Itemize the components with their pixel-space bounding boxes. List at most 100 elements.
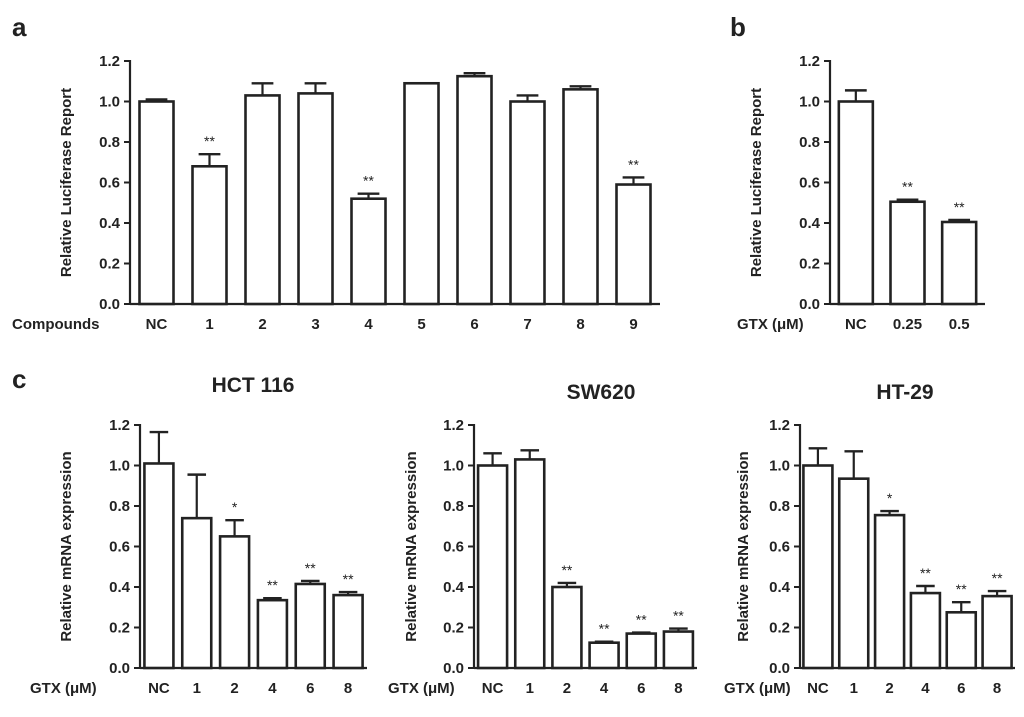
y-tick-label: 0.4 — [443, 579, 465, 596]
x-tick-label: 8 — [576, 316, 584, 333]
significance-marker: ** — [992, 570, 1003, 586]
y-tick-label: 0.2 — [799, 256, 820, 273]
bar — [180, 516, 213, 670]
y-tick-label: 0.4 — [769, 579, 791, 596]
chart-sw620: 0.0 0.2 0.4 0.6 0.8 1.0 1.2 Relative mRNA expre… — [388, 381, 697, 697]
y-tick-label: 0.4 — [99, 215, 121, 232]
y-tick-label: 0.6 — [799, 175, 820, 192]
bar — [456, 74, 493, 306]
x-tick-label: 9 — [629, 316, 637, 333]
y-tick-label: 0.8 — [799, 134, 820, 151]
y-tick-label: 0.6 — [443, 539, 464, 556]
x-tick-label: NC — [845, 316, 867, 333]
bar — [909, 591, 942, 670]
x-tick-label: NC — [482, 680, 504, 697]
y-tick-label: 1.0 — [109, 458, 130, 475]
x-tick-label: 6 — [957, 680, 965, 697]
bar — [244, 94, 281, 306]
x-tick-label: 2 — [885, 680, 893, 697]
bar — [297, 92, 334, 306]
x-tick-label: 1 — [526, 680, 534, 697]
significance-marker: * — [232, 499, 238, 515]
significance-marker: ** — [305, 560, 316, 576]
significance-marker: ** — [363, 173, 374, 189]
significance-marker: ** — [267, 577, 278, 593]
y-tick-label: 0.4 — [799, 215, 821, 232]
y-tick-label: 0.6 — [769, 539, 790, 556]
x-tick-label: 2 — [258, 316, 266, 333]
bar — [143, 462, 175, 670]
x-tick-label: NC — [148, 680, 170, 697]
y-tick-label: 0.0 — [109, 660, 130, 677]
y-tick-label: 1.0 — [99, 94, 120, 111]
y-tick-label: 1.0 — [799, 94, 820, 111]
significance-marker: ** — [673, 608, 684, 624]
x-tick-label: 6 — [470, 316, 478, 333]
significance-marker: ** — [954, 199, 965, 215]
bar — [332, 593, 364, 670]
y-tick-label: 1.2 — [443, 417, 464, 434]
bar — [625, 632, 658, 670]
bar — [350, 197, 387, 306]
y-axis-label: Relative mRNA expression — [403, 451, 420, 641]
x-tick-label: 8 — [344, 680, 352, 697]
x-tick-label: 6 — [637, 680, 645, 697]
significance-marker: ** — [902, 179, 913, 195]
bar — [218, 535, 251, 670]
x-tick-label: 5 — [417, 316, 425, 333]
panel-label-c: c — [12, 364, 26, 394]
x-axis-label: GTX (μM) — [724, 680, 791, 697]
y-tick-label: 0.8 — [109, 498, 130, 515]
y-axis-label: Relative mRNA expression — [58, 451, 75, 641]
bar — [294, 582, 327, 670]
significance-marker: ** — [636, 612, 647, 628]
y-tick-label: 0.4 — [109, 579, 131, 596]
y-axis-label: Relative Luciferase Report — [748, 88, 765, 277]
y-tick-label: 0.8 — [443, 498, 464, 515]
bar — [403, 81, 440, 306]
bar — [945, 611, 978, 670]
y-tick-label: 0.0 — [99, 296, 120, 313]
chart-ht29: 0.0 0.2 0.4 0.6 0.8 1.0 1.2 Relative mRNA expre… — [724, 381, 1015, 697]
y-tick-label: 0.8 — [99, 134, 120, 151]
x-tick-label: 2 — [230, 680, 238, 697]
y-tick-label: 0.8 — [769, 498, 790, 515]
significance-marker: ** — [920, 565, 931, 581]
chart-title: HCT 116 — [212, 374, 295, 397]
bar — [981, 594, 1013, 670]
significance-marker: ** — [343, 571, 354, 587]
x-tick-label: 4 — [268, 680, 277, 697]
x-axis-label: GTX (μM) — [30, 680, 97, 697]
bar — [873, 513, 906, 670]
y-tick-label: 1.2 — [799, 53, 820, 70]
bar — [588, 641, 620, 670]
y-tick-label: 0.2 — [769, 620, 790, 637]
y-tick-label: 0.0 — [443, 660, 464, 677]
y-tick-label: 1.0 — [769, 458, 790, 475]
x-tick-label: NC — [807, 680, 829, 697]
y-tick-label: 0.0 — [769, 660, 790, 677]
x-axis-label: Compounds — [12, 316, 100, 333]
bar — [837, 477, 870, 670]
x-tick-label: 6 — [306, 680, 314, 697]
bar — [509, 100, 546, 306]
y-axis-label: Relative mRNA expression — [735, 451, 752, 641]
significance-marker: ** — [561, 562, 572, 578]
chart-a: 0.0 0.2 0.4 0.6 0.8 1.0 1.2 Relative Luciferase… — [12, 53, 660, 333]
significance-marker: * — [887, 490, 893, 506]
y-tick-label: 1.0 — [443, 458, 464, 475]
panel-label-a: a — [12, 12, 27, 42]
x-tick-label: 1 — [193, 680, 201, 697]
y-tick-label: 1.2 — [109, 417, 130, 434]
bar — [551, 585, 583, 670]
x-tick-label: 0.5 — [949, 316, 970, 333]
bar — [940, 220, 978, 306]
bar — [476, 464, 509, 670]
chart-title: SW620 — [567, 381, 636, 404]
x-tick-label: 3 — [311, 316, 319, 333]
y-axis-label: Relative Luciferase Report — [58, 88, 75, 277]
bar — [562, 88, 599, 306]
significance-marker: ** — [628, 156, 639, 172]
x-tick-label: 8 — [674, 680, 682, 697]
